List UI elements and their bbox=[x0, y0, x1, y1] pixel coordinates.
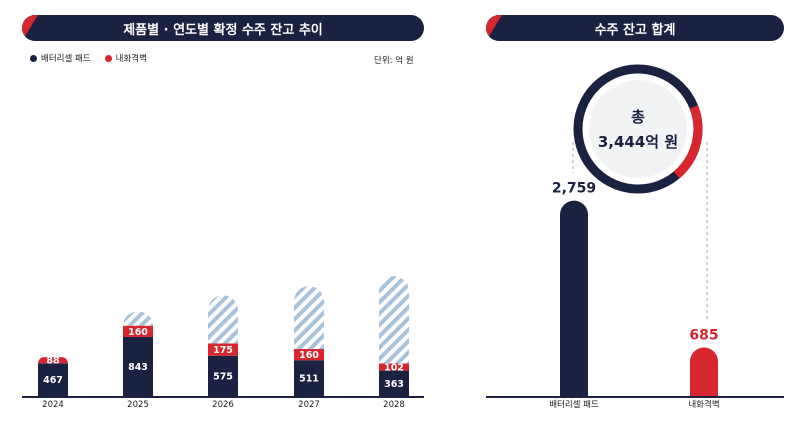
bar-projected-2027 bbox=[294, 286, 324, 350]
bar-projected-2026 bbox=[208, 295, 238, 344]
left-panel-title: 제품별 · 연도별 확정 수주 잔고 추이 bbox=[22, 15, 424, 41]
bar-battery-2026 bbox=[208, 355, 238, 396]
bar-projected-2028 bbox=[379, 276, 409, 364]
label-battery-2027: 511 bbox=[299, 374, 319, 385]
label-battery-2028: 363 bbox=[384, 379, 404, 390]
bar-projected-2025 bbox=[123, 311, 153, 326]
legend: 배터리셀 패드 내화격벽 bbox=[30, 52, 147, 64]
bar-total-1 bbox=[690, 347, 718, 396]
total-label: 총 3,444억 원 bbox=[571, 62, 705, 196]
ring-red bbox=[673, 105, 703, 179]
unit-label: 단위: 억 원 bbox=[374, 56, 414, 66]
right-panel-title-text: 수주 잔고 합계 bbox=[594, 22, 676, 38]
left-panel-title-text: 제품별 · 연도별 확정 수주 잔고 추이 bbox=[123, 22, 323, 38]
ring-inner bbox=[589, 80, 687, 178]
label-total-1: 685 bbox=[689, 328, 718, 344]
x-tick-2024: 2024 bbox=[42, 400, 64, 410]
legend-swatch-firewall bbox=[104, 54, 112, 62]
label-firewall-2027: 160 bbox=[299, 350, 319, 361]
label-firewall-2025: 160 bbox=[128, 327, 148, 338]
x-tick-total-0: 배터리셀 패드 bbox=[549, 399, 599, 410]
label-battery-2025: 843 bbox=[128, 362, 148, 373]
bar-firewall-2025 bbox=[123, 325, 153, 337]
bar-firewall-2028 bbox=[379, 363, 409, 371]
label-total-0: 2,759 bbox=[552, 181, 596, 197]
legend-swatch-battery bbox=[30, 54, 37, 62]
bar-battery-2027 bbox=[294, 360, 324, 396]
bar-firewall-2024 bbox=[37, 357, 68, 364]
bar-total-0 bbox=[560, 200, 588, 396]
bar-firewall-2026 bbox=[208, 343, 238, 356]
bar-firewall-2027 bbox=[294, 349, 324, 361]
label-firewall-2024: 88 bbox=[46, 356, 60, 367]
x-tick-2026: 2026 bbox=[212, 400, 234, 410]
total-prefix: 총 bbox=[631, 108, 645, 126]
x-tick-2028: 2028 bbox=[383, 400, 405, 410]
x-tick-2027: 2027 bbox=[298, 400, 320, 410]
total-ring-graphic bbox=[573, 64, 703, 194]
total-ring bbox=[571, 62, 705, 196]
label-firewall-2028: 102 bbox=[384, 363, 404, 374]
x-tick-2025: 2025 bbox=[127, 400, 149, 410]
title-accent bbox=[486, 15, 502, 41]
legend-item-battery: 배터리셀 패드 bbox=[30, 52, 91, 64]
legend-item-firewall: 내화격벽 bbox=[104, 52, 147, 64]
stacked-bar-chart: 467 88 2024 843 160 2025 575 175 2026 511 160 2027 3… bbox=[37, 276, 409, 410]
legend-label-firewall: 내화격벽 bbox=[115, 54, 147, 64]
bar-battery-2028 bbox=[379, 370, 409, 396]
x-axis-left bbox=[22, 396, 424, 398]
title-accent bbox=[22, 15, 38, 41]
bar-battery-2025 bbox=[123, 336, 153, 396]
right-panel-title: 수주 잔고 합계 bbox=[486, 15, 784, 41]
label-battery-2026: 575 bbox=[213, 371, 233, 382]
label-firewall-2026: 175 bbox=[213, 345, 233, 356]
x-tick-total-1: 내화격벽 bbox=[688, 399, 719, 410]
label-battery-2024: 467 bbox=[43, 375, 63, 386]
x-axis-right bbox=[486, 396, 784, 398]
total-value: 3,444억 원 bbox=[597, 133, 679, 151]
legend-label-battery: 배터리셀 패드 bbox=[41, 54, 91, 64]
bar-battery-2024 bbox=[38, 363, 68, 396]
